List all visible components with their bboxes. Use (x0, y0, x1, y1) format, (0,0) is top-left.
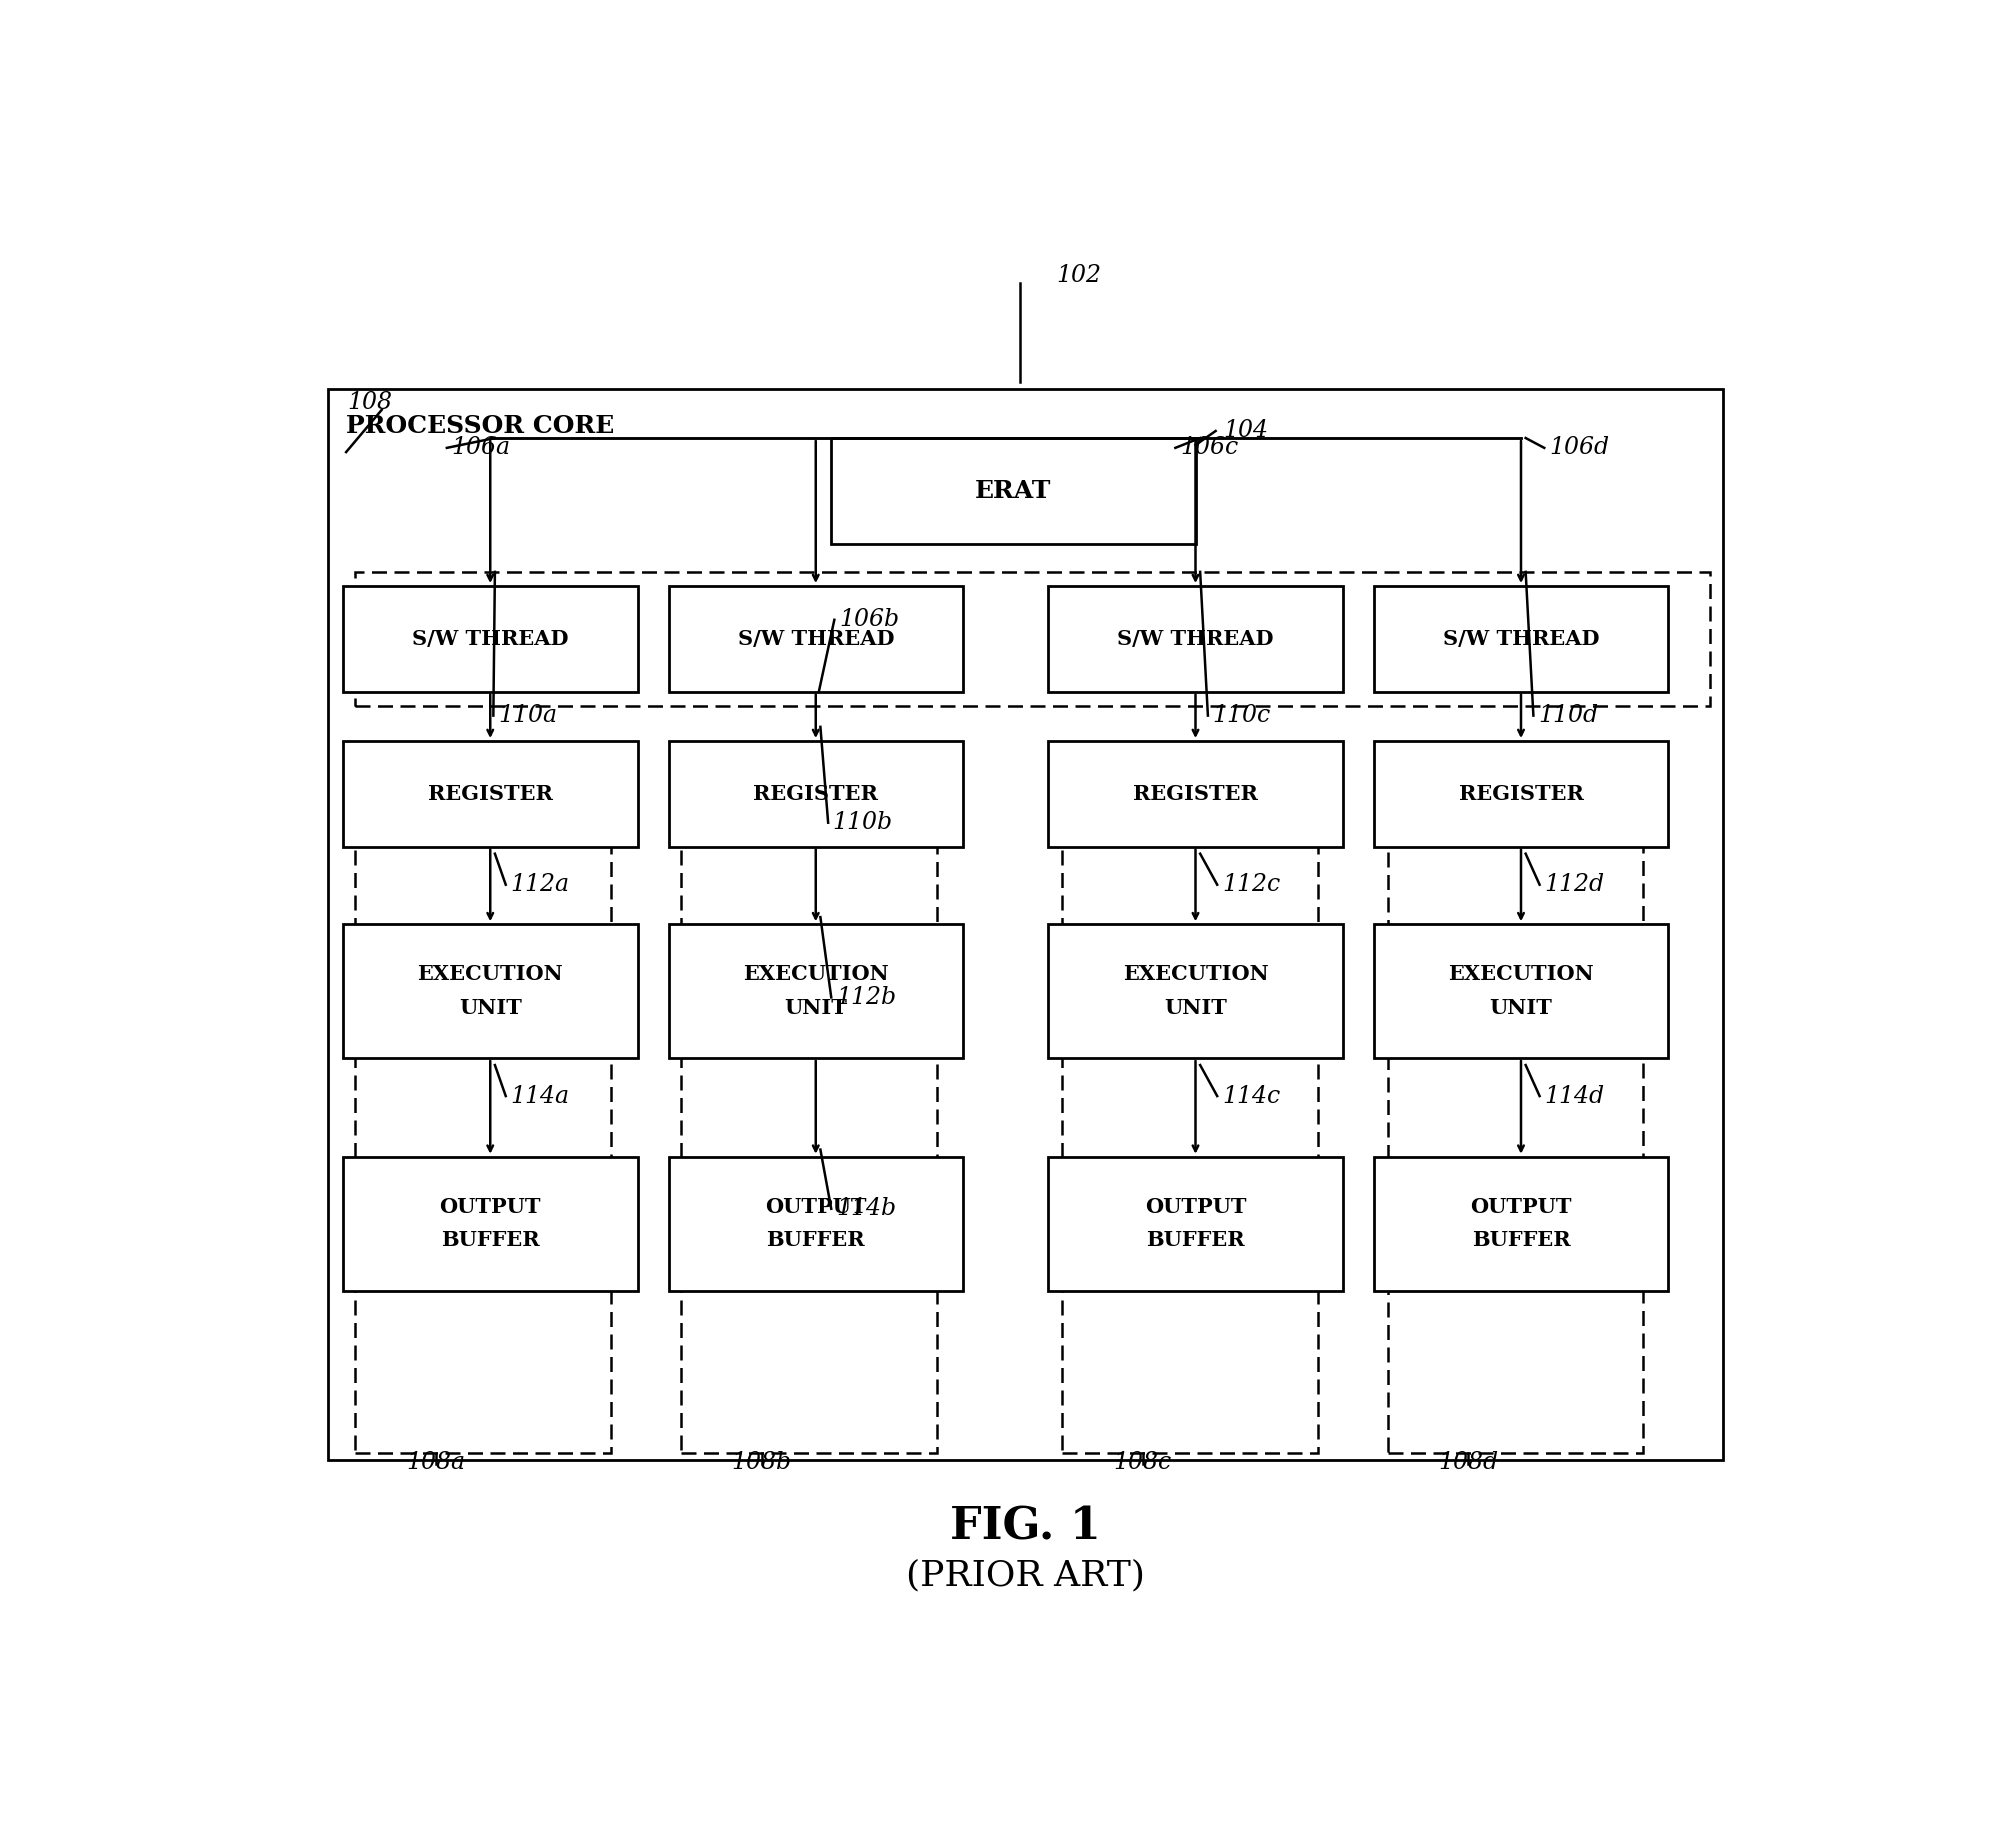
Text: UNIT: UNIT (784, 997, 848, 1017)
Text: 106a: 106a (452, 436, 510, 459)
Bar (1048, 741, 1342, 847)
Text: OUTPUT: OUTPUT (1470, 1197, 1572, 1217)
Text: REGISTER: REGISTER (1134, 783, 1258, 803)
Text: REGISTER: REGISTER (428, 783, 552, 803)
Text: REGISTER: REGISTER (754, 783, 878, 803)
Text: EXECUTION: EXECUTION (1122, 964, 1268, 985)
Text: BUFFER: BUFFER (1146, 1230, 1244, 1250)
Text: OUTPUT: OUTPUT (764, 1197, 866, 1217)
Text: 108: 108 (348, 392, 392, 414)
Bar (344, 741, 638, 847)
Bar (832, 437, 1196, 544)
Text: 110b: 110b (832, 811, 892, 834)
Text: (PRIOR ART): (PRIOR ART) (906, 1557, 1144, 1592)
Bar (1374, 1157, 1668, 1290)
Text: OUTPUT: OUTPUT (440, 1197, 540, 1217)
Bar (1374, 586, 1668, 692)
Bar (668, 924, 964, 1058)
Text: 108d: 108d (1438, 1451, 1498, 1473)
Bar (668, 1157, 964, 1290)
Text: S/W THREAD: S/W THREAD (1118, 630, 1274, 650)
Text: 114c: 114c (1222, 1085, 1280, 1107)
Text: OUTPUT: OUTPUT (1144, 1197, 1246, 1217)
Bar (680, 756, 936, 1453)
Text: 110d: 110d (1538, 705, 1598, 727)
Text: EXECUTION: EXECUTION (1448, 964, 1594, 985)
Text: 112d: 112d (1544, 873, 1604, 897)
Bar (344, 586, 638, 692)
Text: REGISTER: REGISTER (1458, 783, 1584, 803)
Text: 110a: 110a (498, 705, 558, 727)
Text: 106c: 106c (1180, 436, 1238, 459)
Text: 112a: 112a (510, 873, 570, 897)
Bar (344, 1157, 638, 1290)
Bar (1374, 924, 1668, 1058)
Text: S/W THREAD: S/W THREAD (738, 630, 894, 650)
Text: 114b: 114b (836, 1197, 896, 1221)
Bar (668, 741, 964, 847)
Text: PROCESSOR CORE: PROCESSOR CORE (346, 414, 614, 437)
Bar (344, 924, 638, 1058)
Bar (1388, 756, 1644, 1453)
Bar (1062, 756, 1318, 1453)
Text: FIG. 1: FIG. 1 (950, 1506, 1100, 1548)
Text: S/W THREAD: S/W THREAD (1442, 630, 1600, 650)
Text: BUFFER: BUFFER (766, 1230, 866, 1250)
Text: ERAT: ERAT (976, 479, 1052, 503)
Bar (1374, 741, 1668, 847)
Text: 112c: 112c (1222, 873, 1280, 897)
Text: 108c: 108c (1114, 1451, 1172, 1473)
Text: BUFFER: BUFFER (440, 1230, 540, 1250)
Text: UNIT: UNIT (458, 997, 522, 1017)
Text: BUFFER: BUFFER (1472, 1230, 1570, 1250)
Text: UNIT: UNIT (1490, 997, 1552, 1017)
Text: S/W THREAD: S/W THREAD (412, 630, 568, 650)
Bar (1048, 1157, 1342, 1290)
Bar (356, 571, 1710, 706)
Text: 108b: 108b (732, 1451, 792, 1473)
Bar (328, 388, 1722, 1460)
Text: 114d: 114d (1544, 1085, 1604, 1107)
Text: 112b: 112b (836, 986, 896, 1008)
Text: 104: 104 (1224, 419, 1268, 443)
Bar (1048, 586, 1342, 692)
Bar (356, 756, 612, 1453)
Bar (1048, 924, 1342, 1058)
Text: 110c: 110c (1212, 705, 1270, 727)
Text: EXECUTION: EXECUTION (742, 964, 888, 985)
Text: 106b: 106b (840, 608, 900, 631)
Text: 108a: 108a (406, 1451, 466, 1473)
Text: EXECUTION: EXECUTION (418, 964, 564, 985)
Text: 114a: 114a (510, 1085, 570, 1107)
Text: UNIT: UNIT (1164, 997, 1226, 1017)
Text: 102: 102 (1056, 265, 1100, 287)
Text: 106d: 106d (1548, 436, 1610, 459)
Bar (668, 586, 964, 692)
